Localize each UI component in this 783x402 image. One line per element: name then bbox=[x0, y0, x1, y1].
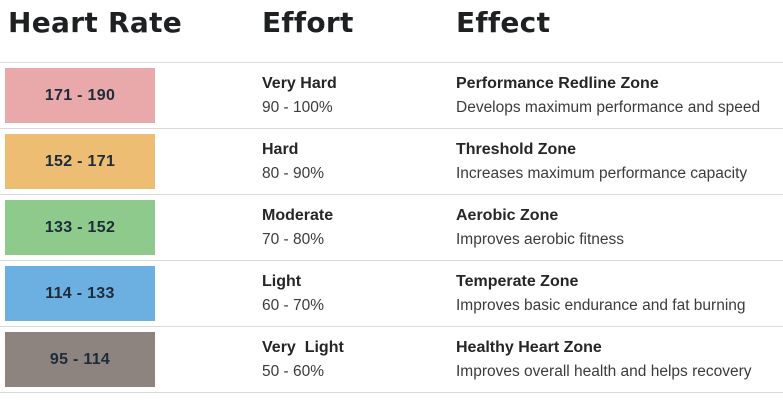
column-header-heart-rate: Heart Rate bbox=[8, 6, 183, 39]
effect-zone-title: Healthy Heart Zone bbox=[456, 339, 602, 356]
effect-zone-title: Aerobic Zone bbox=[456, 207, 559, 224]
table-row-moderate: 133 - 152 Moderate 70 - 80% Aerobic Zone… bbox=[0, 194, 783, 260]
table-row-light: 114 - 133 Light 60 - 70% Temperate Zone … bbox=[0, 260, 783, 326]
effect-description: Develops maximum performance and speed bbox=[456, 99, 761, 116]
table-body: 171 - 190 Very Hard 90 - 100% Performanc… bbox=[0, 62, 783, 393]
column-header-effort: Effort bbox=[262, 6, 354, 39]
effort-range: 70 - 80% bbox=[262, 231, 325, 248]
effort-label: Hard bbox=[262, 141, 299, 158]
effort-label: Moderate bbox=[262, 207, 334, 224]
table-row-hard: 152 - 171 Hard 80 - 90% Threshold Zone I… bbox=[0, 128, 783, 194]
effort-label: Light bbox=[262, 273, 302, 290]
effort-range: 80 - 90% bbox=[262, 165, 325, 182]
effect-zone-title: Performance Redline Zone bbox=[456, 75, 659, 92]
effect-description: Increases maximum performance capacity bbox=[456, 165, 748, 182]
heart-rate-badge: 114 - 133 bbox=[5, 266, 155, 321]
effort-range: 90 - 100% bbox=[262, 99, 333, 116]
table-header: Heart Rate Effort Effect bbox=[0, 0, 783, 62]
effort-range: 60 - 70% bbox=[262, 297, 325, 314]
effect-description: Improves basic endurance and fat burning bbox=[456, 297, 746, 314]
effect-description: Improves aerobic fitness bbox=[456, 231, 624, 248]
heart-rate-badge: 133 - 152 bbox=[5, 200, 155, 255]
table-row-very-hard: 171 - 190 Very Hard 90 - 100% Performanc… bbox=[0, 62, 783, 128]
effort-label: Very Hard bbox=[262, 75, 337, 92]
effect-zone-title: Threshold Zone bbox=[456, 141, 576, 158]
table-row-very-light: 95 - 114 Very Light 50 - 60% Healthy Hea… bbox=[0, 326, 783, 392]
effort-range: 50 - 60% bbox=[262, 363, 325, 380]
heart-rate-badge: 95 - 114 bbox=[5, 332, 155, 387]
effect-description: Improves overall health and helps recove… bbox=[456, 363, 752, 380]
effect-zone-title: Temperate Zone bbox=[456, 273, 579, 290]
heart-rate-badge: 171 - 190 bbox=[5, 68, 155, 123]
effort-label: Very Light bbox=[262, 339, 344, 356]
heart-rate-badge: 152 - 171 bbox=[5, 134, 155, 189]
column-header-effect: Effect bbox=[456, 6, 551, 39]
